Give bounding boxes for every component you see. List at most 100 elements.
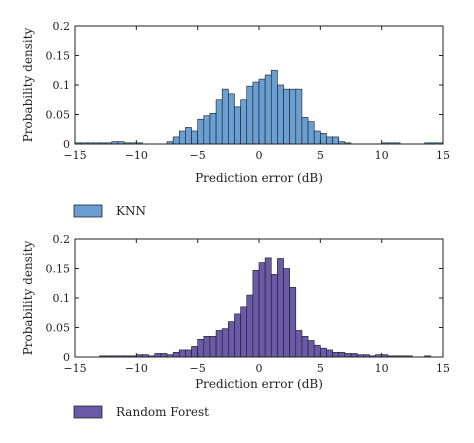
knn-y-axis-label: Probability density <box>21 27 35 142</box>
random-forest-legend-swatch <box>73 405 103 419</box>
knn-bar-28 <box>270 69 278 145</box>
knn-bar-15 <box>191 130 198 145</box>
random-forest-bar-25 <box>252 269 260 358</box>
random-forest-x-tick-label-6: 15 <box>436 362 450 375</box>
knn-bar-25 <box>252 81 260 145</box>
random-forest-bar-17 <box>203 336 211 358</box>
knn-bar-19 <box>215 99 223 145</box>
random-forest-bar-23 <box>240 306 248 358</box>
random-forest-bar-20 <box>221 328 229 358</box>
random-forest-bar-13 <box>178 349 186 358</box>
knn-bar-20 <box>221 88 229 145</box>
knn-bars <box>74 69 444 145</box>
knn-bar-29 <box>277 84 284 145</box>
knn-bar-22 <box>234 106 241 145</box>
knn-axis-ticks: −15 −10 −5 0 5 10 15 0 0.05 0.1 0.15 0.2 <box>46 20 451 162</box>
knn-bar-36 <box>320 133 327 145</box>
random-forest-bar-31 <box>289 287 297 358</box>
knn-x-tick-label-3: 0 <box>256 149 263 162</box>
knn-bar-34 <box>307 121 315 145</box>
knn-x-tick-label-2: −5 <box>190 149 206 162</box>
knn-x-tick-label-0: −15 <box>63 149 86 162</box>
knn-bar-27 <box>264 74 272 145</box>
random-forest-x-tick-label-4: 5 <box>317 362 324 375</box>
knn-bar-14 <box>185 127 192 145</box>
random-forest-bar-36 <box>320 347 327 358</box>
knn-x-tick-label-1: −10 <box>125 149 148 162</box>
knn-bar-12 <box>172 136 180 145</box>
random-forest-bar-33 <box>301 336 309 358</box>
knn-histogram-panel: −15 −10 −5 0 5 10 15 0 0.05 0.1 0.15 0.2 Prediction… <box>21 20 450 218</box>
random-forest-bar-15 <box>191 346 198 358</box>
knn-x-axis-label: Prediction error (dB) <box>195 171 323 185</box>
random-forest-bar-29 <box>277 258 284 358</box>
random-forest-y-tick-label-1: 0.05 <box>46 322 71 335</box>
random-forest-axis-ticks: −15 −10 −5 0 5 10 15 0 0.05 0.1 0.15 0.2 <box>46 233 451 375</box>
knn-bar-16 <box>197 118 205 145</box>
random-forest-bar-38 <box>332 351 340 358</box>
random-forest-bar-30 <box>283 268 290 358</box>
knn-y-tick-label-1: 0.05 <box>46 109 71 122</box>
random-forest-bar-40 <box>344 353 352 358</box>
knn-legend-label: KNN <box>116 204 146 218</box>
random-forest-bar-32 <box>295 330 303 358</box>
random-forest-bar-24 <box>246 294 254 358</box>
random-forest-bar-21 <box>228 321 235 358</box>
random-forest-y-axis-label: Probability density <box>21 240 35 355</box>
random-forest-legend-label: Random Forest <box>116 405 209 419</box>
random-forest-bar-22 <box>234 313 241 358</box>
random-forest-bar-41 <box>350 353 358 358</box>
random-forest-bar-16 <box>197 338 205 358</box>
knn-bar-33 <box>301 117 309 145</box>
knn-x-tick-label-6: 15 <box>436 149 450 162</box>
random-forest-bar-28 <box>270 274 278 358</box>
random-forest-bar-9 <box>154 353 162 358</box>
knn-bar-21 <box>228 93 235 145</box>
random-forest-bars <box>99 257 432 358</box>
knn-y-tick-label-3: 0.15 <box>46 50 71 63</box>
random-forest-bar-18 <box>209 336 217 358</box>
knn-bar-26 <box>258 78 266 145</box>
knn-x-tick-label-4: 5 <box>317 149 324 162</box>
knn-bar-23 <box>240 99 248 145</box>
knn-bar-35 <box>313 130 321 145</box>
random-forest-bar-26 <box>258 262 266 358</box>
knn-x-tick-label-5: 10 <box>375 149 389 162</box>
knn-bar-17 <box>203 115 211 145</box>
random-forest-x-tick-label-5: 10 <box>375 362 389 375</box>
random-forest-y-tick-label-2: 0.1 <box>53 292 71 305</box>
random-forest-bar-39 <box>338 351 346 358</box>
knn-bar-38 <box>332 136 340 145</box>
knn-bar-37 <box>326 136 333 145</box>
knn-bar-30 <box>283 88 290 145</box>
random-forest-x-tick-label-2: −5 <box>190 362 206 375</box>
knn-bar-24 <box>246 85 254 145</box>
random-forest-bar-10 <box>160 353 168 358</box>
knn-y-tick-label-4: 0.2 <box>53 20 71 33</box>
knn-bar-13 <box>178 130 186 145</box>
random-forest-bar-14 <box>185 349 192 358</box>
random-forest-x-tick-label-0: −15 <box>63 362 86 375</box>
random-forest-bar-37 <box>326 349 333 358</box>
random-forest-x-tick-label-1: −10 <box>125 362 148 375</box>
random-forest-x-tick-label-3: 0 <box>256 362 263 375</box>
random-forest-bar-19 <box>215 330 223 358</box>
knn-y-tick-label-0: 0 <box>63 138 70 151</box>
knn-bar-31 <box>289 88 297 145</box>
random-forest-x-axis-label: Prediction error (dB) <box>195 377 323 391</box>
random-forest-y-tick-label-0: 0 <box>63 351 70 364</box>
random-forest-y-tick-label-4: 0.2 <box>53 233 71 246</box>
random-forest-bar-35 <box>313 344 321 358</box>
knn-bar-18 <box>209 113 217 145</box>
random-forest-bar-27 <box>264 257 272 358</box>
random-forest-y-tick-label-3: 0.15 <box>46 263 71 276</box>
knn-y-tick-label-2: 0.1 <box>53 79 71 92</box>
random-forest-legend: Random Forest <box>73 405 209 419</box>
knn-bar-32 <box>295 88 303 145</box>
random-forest-bar-12 <box>172 351 180 358</box>
knn-legend: KNN <box>73 204 146 218</box>
knn-legend-swatch <box>73 204 103 218</box>
random-forest-bar-34 <box>307 340 315 358</box>
random-forest-histogram-panel: −15 −10 −5 0 5 10 15 0 0.05 0.1 0.15 0.2 Prediction… <box>21 233 450 419</box>
